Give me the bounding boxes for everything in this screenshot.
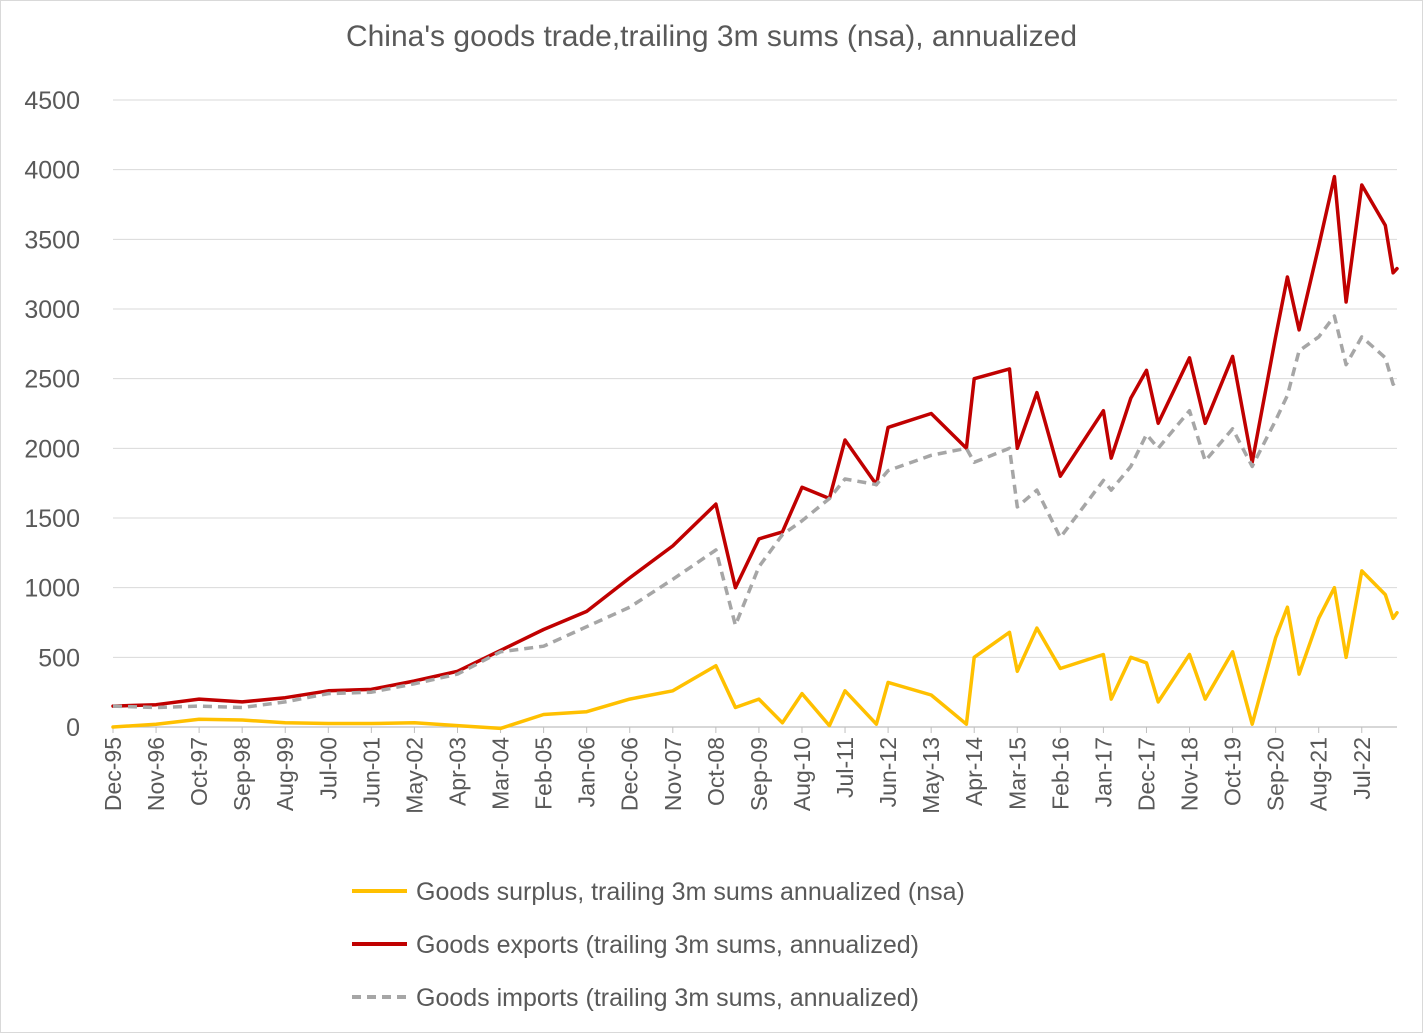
x-tick-label: Oct-97 (186, 737, 212, 806)
x-tick-label: Apr-14 (961, 737, 987, 806)
x-tick-label: Jul-22 (1349, 737, 1375, 800)
y-tick-label: 3000 (24, 296, 80, 324)
x-tick-label: Sep-98 (229, 737, 255, 811)
y-tick-label: 0 (66, 714, 80, 742)
legend-label-1: Goods exports (trailing 3m sums, annuali… (416, 931, 919, 959)
x-tick-label: Mar-15 (1004, 737, 1030, 810)
series-lines (111, 174, 1399, 731)
x-tick-label: Oct-19 (1220, 737, 1246, 806)
y-tick-label: 500 (38, 644, 80, 672)
series-line-1 (111, 174, 1399, 708)
legend: Goods surplus, trailing 3m sums annualiz… (352, 878, 965, 1012)
x-tick-label: Sep-09 (746, 737, 772, 811)
x-tick-label: Aug-21 (1306, 737, 1332, 811)
x-tick-label: Sep-20 (1263, 737, 1289, 811)
x-tick-label: Jul-11 (832, 737, 858, 798)
y-tick-label: 1500 (24, 505, 80, 533)
series-line-0 (111, 569, 1399, 731)
y-tick-label: 2000 (24, 435, 80, 463)
x-tick-label: Jan-06 (574, 737, 600, 807)
x-tick-label: Nov-18 (1177, 737, 1203, 811)
x-axis-ticks: Dec-95 Nov-96 Oct-97 Sep-98 Aug-99 Jul-00 Jun-… (100, 727, 1375, 814)
x-tick-label: Oct-08 (703, 737, 729, 806)
y-tick-label: 3500 (24, 226, 80, 254)
x-tick-label: Aug-99 (272, 737, 298, 811)
x-tick-label: May-13 (918, 737, 944, 814)
y-tick-label: 4000 (24, 157, 80, 185)
x-tick-label: Apr-03 (444, 737, 470, 806)
x-tick-label: May-02 (401, 737, 427, 814)
x-tick-label: Jun-12 (875, 737, 901, 807)
series-line-2 (112, 314, 1398, 710)
x-tick-label: Nov-07 (660, 737, 686, 811)
x-tick-label: Dec-06 (617, 737, 643, 811)
legend-label-2: Goods imports (trailing 3m sums, annuali… (416, 984, 919, 1012)
x-tick-label: Jan-17 (1090, 737, 1116, 807)
x-tick-label: Dec-17 (1133, 737, 1159, 811)
x-tick-label: Jul-00 (315, 737, 341, 800)
y-axis-ticks: 0 500 1000 1500 2000 2500 3000 3500 4000 4500 (24, 87, 80, 742)
x-tick-label: Aug-10 (789, 737, 815, 811)
x-tick-label: Dec-95 (100, 737, 126, 811)
x-tick-label: Feb-16 (1047, 737, 1073, 810)
y-tick-label: 2500 (24, 366, 80, 394)
x-tick-label: Jun-01 (358, 737, 384, 807)
y-tick-label: 1000 (24, 575, 80, 603)
y-tick-label: 4500 (24, 87, 80, 115)
gridlines (113, 99, 1397, 728)
x-tick-label: Nov-96 (143, 737, 169, 811)
x-tick-label: Feb-05 (531, 737, 557, 810)
chart-title: China's goods trade,trailing 3m sums (ns… (345, 20, 1078, 53)
legend-label-0: Goods surplus, trailing 3m sums annualiz… (416, 878, 965, 906)
x-tick-label: Mar-04 (488, 737, 514, 810)
